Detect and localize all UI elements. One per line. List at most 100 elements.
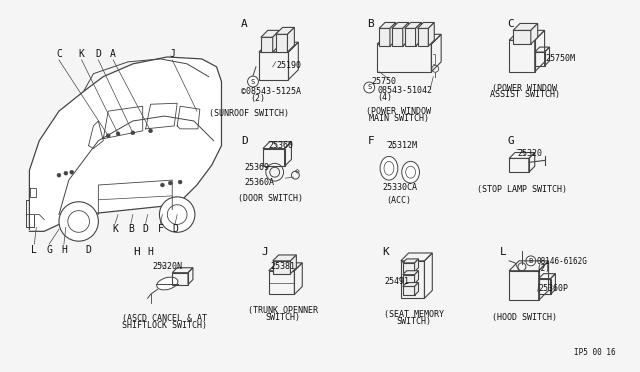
Polygon shape <box>390 22 396 46</box>
Text: G: G <box>507 136 514 146</box>
Text: (2): (2) <box>537 264 550 273</box>
Text: J: J <box>170 49 175 59</box>
Text: 25750: 25750 <box>371 77 396 86</box>
Text: 25369: 25369 <box>244 163 269 172</box>
Polygon shape <box>392 22 409 28</box>
Circle shape <box>131 131 135 135</box>
Polygon shape <box>531 23 538 44</box>
Text: 25360P: 25360P <box>539 283 569 292</box>
Polygon shape <box>403 263 415 272</box>
Text: 25491: 25491 <box>384 277 409 286</box>
Polygon shape <box>29 57 221 231</box>
Circle shape <box>178 180 182 184</box>
Text: J: J <box>261 247 268 257</box>
Text: (TRUNK OPENNER: (TRUNK OPENNER <box>248 306 317 315</box>
Text: 25750M: 25750M <box>545 54 575 63</box>
Polygon shape <box>404 28 415 46</box>
Text: (HOOD SWITCH): (HOOD SWITCH) <box>492 313 557 322</box>
Text: (ACC): (ACC) <box>387 196 412 205</box>
Circle shape <box>59 202 99 241</box>
Text: D: D <box>86 245 92 255</box>
Polygon shape <box>513 31 531 44</box>
Polygon shape <box>403 259 419 263</box>
Text: 25330CA: 25330CA <box>382 183 417 192</box>
Polygon shape <box>403 286 415 295</box>
Text: A: A <box>241 19 248 29</box>
Polygon shape <box>291 255 296 274</box>
Text: ©08543-5125A: ©08543-5125A <box>241 87 301 96</box>
Ellipse shape <box>402 161 419 183</box>
Circle shape <box>364 82 374 93</box>
Text: 08146-6162G: 08146-6162G <box>537 257 588 266</box>
Text: (ASCD CANCEL & AT: (ASCD CANCEL & AT <box>122 314 207 323</box>
Polygon shape <box>379 22 396 28</box>
Text: (POWER WINDOW: (POWER WINDOW <box>366 107 431 116</box>
Text: B: B <box>128 224 134 234</box>
Polygon shape <box>261 37 273 52</box>
Text: 25320N: 25320N <box>152 262 182 271</box>
Polygon shape <box>428 22 435 46</box>
Text: F: F <box>157 224 163 234</box>
Text: H: H <box>133 247 140 257</box>
Polygon shape <box>417 28 428 46</box>
Text: SHIFTLOCK SWITCH): SHIFTLOCK SWITCH) <box>122 321 207 330</box>
Polygon shape <box>415 259 419 272</box>
Polygon shape <box>403 283 419 286</box>
Text: A: A <box>110 49 116 59</box>
Circle shape <box>116 132 120 136</box>
Text: D: D <box>143 224 148 234</box>
Text: C: C <box>507 19 514 29</box>
Text: (STOP LAMP SWITCH): (STOP LAMP SWITCH) <box>477 185 567 194</box>
Text: (SEAT MEMORY: (SEAT MEMORY <box>383 310 444 319</box>
Polygon shape <box>415 283 419 295</box>
Text: IP5 00 16: IP5 00 16 <box>574 349 616 357</box>
Text: K: K <box>382 247 389 257</box>
Polygon shape <box>273 255 296 261</box>
Ellipse shape <box>157 277 178 290</box>
Text: B: B <box>529 258 533 264</box>
Text: SWITCH): SWITCH) <box>396 317 431 326</box>
Text: ASSIST SWITCH): ASSIST SWITCH) <box>490 90 560 99</box>
Circle shape <box>148 129 152 133</box>
Text: 25312M: 25312M <box>387 141 417 150</box>
Text: S: S <box>367 84 371 90</box>
Polygon shape <box>403 271 419 275</box>
Text: 25190: 25190 <box>276 61 301 70</box>
Text: H: H <box>148 247 154 257</box>
Polygon shape <box>415 22 422 46</box>
Text: (POWER WINDOW: (POWER WINDOW <box>492 84 557 93</box>
Circle shape <box>168 181 172 185</box>
Text: S: S <box>251 78 255 84</box>
Text: G: G <box>46 245 52 255</box>
Text: MAIN SWITCH): MAIN SWITCH) <box>369 114 429 123</box>
Polygon shape <box>404 22 422 28</box>
Text: H: H <box>61 245 67 255</box>
Polygon shape <box>273 261 291 274</box>
Text: D: D <box>241 136 248 146</box>
Polygon shape <box>513 23 538 31</box>
Circle shape <box>106 134 110 138</box>
Text: L: L <box>31 245 37 255</box>
Circle shape <box>526 256 536 266</box>
Circle shape <box>248 76 259 87</box>
Text: (2): (2) <box>250 94 265 103</box>
Circle shape <box>161 183 164 187</box>
Text: K: K <box>112 224 118 234</box>
Text: L: L <box>500 247 507 257</box>
Circle shape <box>70 170 74 174</box>
Text: C: C <box>56 49 62 59</box>
Polygon shape <box>403 275 415 283</box>
Text: K: K <box>79 49 84 59</box>
Text: (DOOR SWITCH): (DOOR SWITCH) <box>238 194 303 203</box>
Polygon shape <box>261 31 280 37</box>
Text: 25360A: 25360A <box>244 178 274 187</box>
Polygon shape <box>415 271 419 283</box>
Text: 25320: 25320 <box>517 148 542 158</box>
Polygon shape <box>417 22 435 28</box>
Ellipse shape <box>380 157 398 180</box>
Text: 25381: 25381 <box>271 262 296 271</box>
Polygon shape <box>403 22 409 46</box>
Circle shape <box>64 171 68 175</box>
Polygon shape <box>276 28 294 34</box>
Text: D: D <box>95 49 101 59</box>
